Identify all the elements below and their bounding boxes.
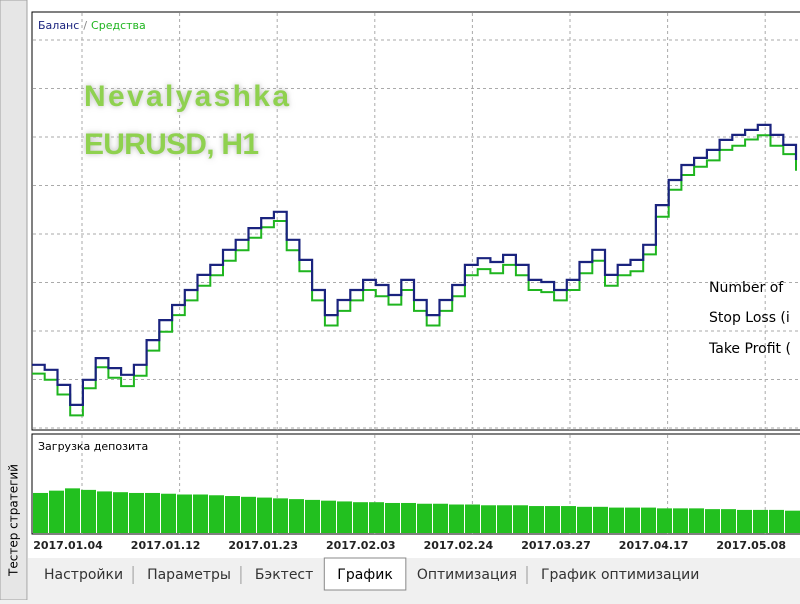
expert-name: Nevalyashka [84, 80, 289, 113]
bar [513, 505, 528, 533]
side-tab[interactable]: Тестер стратегий [7, 464, 21, 577]
bar [209, 495, 224, 533]
bar [369, 502, 384, 533]
bar [673, 508, 688, 533]
bar [577, 506, 592, 533]
bar [449, 504, 464, 533]
bar [241, 496, 256, 533]
bar [465, 504, 480, 533]
date-label: 2017.04.17 [619, 539, 689, 552]
tab[interactable]: Бэктест [255, 567, 313, 583]
tab[interactable]: График оптимизации [541, 567, 699, 583]
bar [705, 509, 720, 533]
bar [737, 509, 752, 533]
bar [545, 506, 560, 533]
tab[interactable]: График [323, 557, 407, 591]
bar [769, 509, 784, 533]
bar [65, 488, 80, 533]
bar [81, 489, 96, 533]
main-pane [31, 11, 800, 431]
legend-separator: / [83, 19, 87, 32]
info: Number of Stop Loss (i Take Profit ( [708, 280, 791, 357]
overlay: Nevalyashka EURUSD, H1 [84, 80, 289, 161]
bar [657, 508, 672, 533]
side-strip [0, 0, 28, 601]
load-bars [33, 488, 800, 533]
bar [321, 500, 336, 533]
tab-bar [28, 558, 800, 600]
bar [609, 507, 624, 533]
bar [129, 492, 144, 533]
info-line: Number of [709, 280, 784, 296]
bar [417, 503, 432, 533]
bar [385, 502, 400, 533]
info-line: Take Profit ( [708, 341, 791, 357]
legend-balance: Баланс [38, 19, 79, 32]
curves [32, 123, 798, 417]
tab-label[interactable]: График [337, 567, 393, 583]
bar [641, 507, 656, 533]
bar [289, 499, 304, 533]
bar [689, 508, 704, 533]
bar [593, 506, 608, 533]
bar [145, 492, 160, 533]
bar [257, 497, 272, 533]
bar [497, 505, 512, 533]
date-label: 2017.02.03 [326, 539, 396, 552]
date-label: 2017.05.08 [716, 539, 786, 552]
bar [49, 490, 64, 533]
legend: Баланс / Средства [38, 19, 146, 32]
bar [561, 506, 576, 533]
bar [161, 493, 176, 533]
bar [625, 507, 640, 533]
tab[interactable]: Параметры [147, 566, 242, 584]
bar [225, 496, 240, 533]
date-axis: 2017.01.04 2017.01.12 2017.01.23 2017.02.03… [33, 539, 786, 552]
info-line: Stop Loss (i [709, 310, 790, 326]
bar [113, 492, 128, 533]
date-label: 2017.01.04 [33, 539, 103, 552]
bar [529, 506, 544, 533]
legend-equity: Средства [91, 19, 146, 32]
tabs: Настройки Параметры Бэктест График Оптимизац… [44, 557, 699, 591]
date-label: 2017.01.23 [228, 539, 298, 552]
symbol: EURUSD, H1 [84, 128, 259, 161]
tab-label[interactable]: Параметры [147, 567, 231, 583]
bar [401, 502, 416, 533]
tab-label[interactable]: График оптимизации [541, 567, 699, 583]
tab-label[interactable]: Настройки [44, 567, 123, 583]
bar [721, 509, 736, 533]
bar [785, 510, 800, 533]
bar [177, 494, 192, 533]
tab[interactable]: Настройки [44, 566, 134, 584]
bar [353, 502, 368, 533]
bar [337, 501, 352, 533]
bar [193, 494, 208, 533]
bar [273, 498, 288, 533]
bar [305, 499, 320, 533]
date-label: 2017.02.24 [424, 539, 494, 552]
tab-label[interactable]: Оптимизация [417, 567, 517, 583]
curve [32, 123, 798, 406]
bar [97, 491, 112, 533]
bar [481, 505, 496, 533]
tab-label[interactable]: Бэктест [255, 567, 313, 583]
tab-active [323, 557, 407, 591]
date-label: 2017.03.27 [521, 539, 591, 552]
bar [433, 503, 448, 533]
load-title: Загрузка депозита [38, 440, 148, 453]
date-label: 2017.01.12 [131, 539, 201, 552]
bar [753, 509, 768, 533]
tab[interactable]: Оптимизация [417, 566, 528, 584]
bar [33, 492, 48, 533]
